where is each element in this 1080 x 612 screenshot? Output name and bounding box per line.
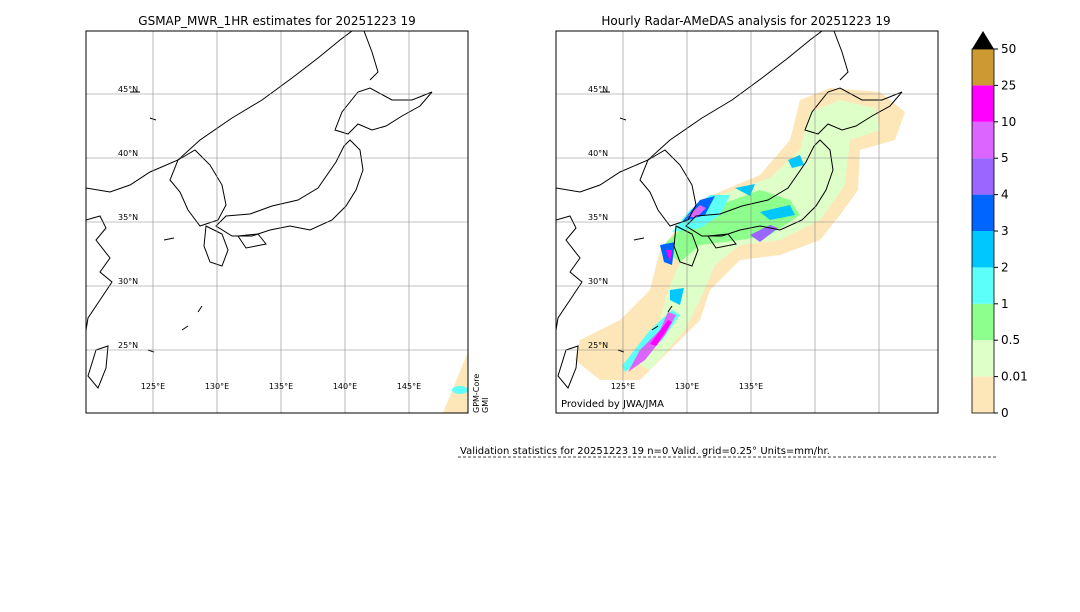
- swath-label: GMI: [481, 398, 490, 413]
- lat-label: 40°N: [118, 149, 138, 158]
- colorbar-label: 0.5: [1001, 333, 1020, 347]
- lat-label: 25°N: [588, 341, 608, 350]
- lon-label: 135°E: [739, 382, 763, 391]
- lon-label: 130°E: [675, 382, 699, 391]
- colorbar-label: 0.01: [1001, 370, 1028, 384]
- colorbar-label: 10: [1001, 115, 1016, 129]
- colorbar-segment: [972, 158, 994, 195]
- colorbar-label: 1: [1001, 297, 1009, 311]
- swath-label: GPM-Core: [472, 374, 481, 413]
- right-frame: [555, 30, 939, 414]
- swath-rain: [452, 386, 468, 394]
- lat-label: 45°N: [118, 85, 138, 94]
- colorbar-label: 0: [1001, 406, 1009, 420]
- colorbar-label: 50: [1001, 42, 1016, 56]
- right-map: [556, 31, 938, 413]
- colorbar-label: 25: [1001, 78, 1016, 92]
- lat-label: 35°N: [118, 213, 138, 222]
- lon-label: 125°E: [611, 382, 635, 391]
- colorbar-extend: [972, 31, 994, 49]
- validation-text: Validation statistics for 20251223 19 n=…: [460, 446, 830, 457]
- left-title: GSMAP_MWR_1HR estimates for 20251223 19: [138, 14, 415, 28]
- colorbar-segment: [972, 376, 994, 413]
- left-frame: [85, 30, 469, 414]
- lon-label: 145°E: [397, 382, 421, 391]
- colorbar-segment: [972, 85, 994, 122]
- colorbar-label: 5: [1001, 151, 1009, 165]
- colorbar-segment: [972, 194, 994, 231]
- colorbar-segment: [972, 49, 994, 86]
- lon-label: 140°E: [333, 382, 357, 391]
- colorbar-segment: [972, 303, 994, 341]
- credit: Provided by JWA/JMA: [561, 399, 664, 410]
- lat-label: 30°N: [118, 277, 138, 286]
- colorbar-label: 3: [1001, 224, 1009, 238]
- colorbar-segment: [972, 231, 994, 268]
- lat-label: 25°N: [118, 341, 138, 350]
- colorbar-label: 4: [1001, 188, 1009, 202]
- swath: [443, 352, 468, 413]
- colorbar-segment: [972, 121, 994, 159]
- lat-label: 45°N: [588, 85, 608, 94]
- colorbar-segment: [972, 340, 994, 377]
- lat-label: 30°N: [588, 277, 608, 286]
- right-title: Hourly Radar-AMeDAS analysis for 2025122…: [601, 14, 890, 28]
- lon-label: 125°E: [141, 382, 165, 391]
- lon-label: 130°E: [205, 382, 229, 391]
- lon-label: 135°E: [269, 382, 293, 391]
- colorbar-segment: [972, 267, 994, 304]
- colorbar: 0 0.01 0.5 1 2 3 4 5 10 25 50: [971, 31, 1028, 420]
- lat-label: 40°N: [588, 149, 608, 158]
- rain-field: [575, 88, 905, 380]
- colorbar-label: 2: [1001, 260, 1009, 274]
- left-map: [86, 31, 468, 413]
- lat-label: 35°N: [588, 213, 608, 222]
